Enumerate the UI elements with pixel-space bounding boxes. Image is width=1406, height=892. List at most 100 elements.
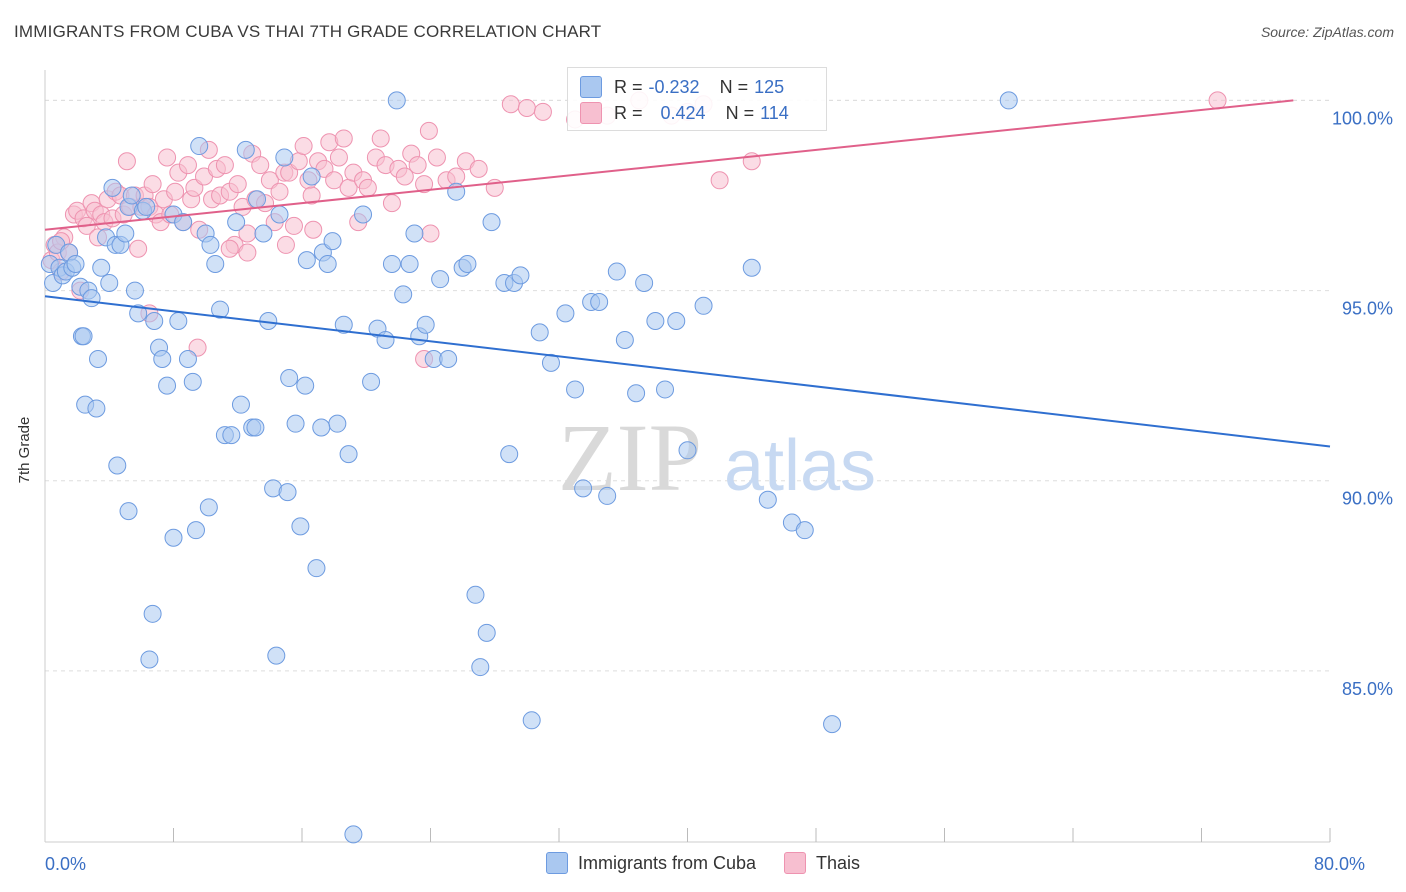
cuba-point xyxy=(122,186,141,205)
thai-point xyxy=(395,167,414,186)
cuba-point xyxy=(615,331,634,350)
thai-point xyxy=(215,156,234,175)
cuba-point xyxy=(758,490,777,509)
thai-point xyxy=(334,129,353,148)
series-thai-points xyxy=(42,91,1227,369)
cuba-point xyxy=(667,311,686,330)
cuba-point xyxy=(254,224,273,243)
cuba-point xyxy=(211,300,230,319)
cuba-point xyxy=(278,483,297,502)
cuba-point xyxy=(89,350,108,369)
watermark-atlas: atlas xyxy=(724,426,876,506)
cuba-point xyxy=(140,650,159,669)
cuba-point xyxy=(291,517,310,536)
cuba-point xyxy=(87,399,106,418)
cuba-point xyxy=(286,414,305,433)
cuba-point xyxy=(186,521,205,540)
cuba-point xyxy=(590,292,609,311)
stats-row-cuba: R = -0.232 N = 125 xyxy=(580,75,784,99)
thai-point xyxy=(382,194,401,213)
axes xyxy=(44,70,1331,843)
thai-point xyxy=(358,178,377,197)
cuba-point xyxy=(598,486,617,505)
cuba-point xyxy=(530,323,549,342)
cuba-point xyxy=(108,456,127,475)
cuba-point xyxy=(656,380,675,399)
stats-n-label: N = xyxy=(725,102,755,123)
legend: Immigrants from Cuba Thais xyxy=(0,852,1406,874)
cuba-point xyxy=(566,380,585,399)
legend-item-cuba[interactable]: Immigrants from Cuba xyxy=(545,852,757,874)
thai-trend-line xyxy=(44,99,1294,231)
cuba-point xyxy=(607,262,626,281)
thai-point xyxy=(447,167,466,186)
cuba-point xyxy=(439,350,458,369)
cuba-point xyxy=(82,289,101,308)
thai-point xyxy=(251,156,270,175)
stats-row-thai: R = 0.424 N = 114 xyxy=(580,101,789,125)
source-label: Source: ZipAtlas.com xyxy=(1260,24,1394,40)
cuba-point xyxy=(296,376,315,395)
thai-point xyxy=(421,224,440,243)
cuba-point xyxy=(137,197,156,216)
thai-point xyxy=(329,148,348,167)
cuba-point xyxy=(382,254,401,273)
cuba-point xyxy=(556,304,575,323)
cuba-point xyxy=(646,311,665,330)
cuba-point xyxy=(275,148,294,167)
cuba-point xyxy=(387,91,406,110)
thai-point xyxy=(270,182,289,201)
stats-n-value-thai: 114 xyxy=(760,102,789,123)
legend-item-thai[interactable]: Thais xyxy=(784,852,860,874)
cuba-point xyxy=(280,369,299,388)
thai-point xyxy=(427,148,446,167)
cuba-point xyxy=(471,658,490,677)
thai-point xyxy=(419,121,438,140)
cuba-point xyxy=(116,224,135,243)
cuba-point xyxy=(312,418,331,437)
cuba-point xyxy=(119,502,138,521)
cuba-point xyxy=(635,273,654,292)
cuba-point xyxy=(742,258,761,277)
cuba-point xyxy=(145,311,164,330)
y-tick-label: 100.0% xyxy=(1332,108,1393,128)
thai-point xyxy=(228,175,247,194)
cuba-point xyxy=(477,623,496,642)
cuba-point xyxy=(125,281,144,300)
cuba-point xyxy=(206,254,225,273)
watermark: ZIP atlas xyxy=(558,404,876,511)
legend-label-cuba: Immigrants from Cuba xyxy=(577,852,757,873)
cuba-point xyxy=(482,213,501,232)
cuba-point xyxy=(74,327,93,346)
cuba-point xyxy=(236,140,255,159)
cuba-point xyxy=(376,331,395,350)
stats-n-label: N = xyxy=(719,76,749,97)
trend-lines xyxy=(44,99,1331,448)
cuba-point xyxy=(174,213,193,232)
x-tick-label: 0.0% xyxy=(45,854,86,874)
cuba-point xyxy=(400,254,419,273)
thai-point xyxy=(415,175,434,194)
cuba-point xyxy=(466,585,485,604)
cuba-point xyxy=(416,315,435,334)
cuba-trend-line xyxy=(44,295,1331,448)
stats-swatch-thai xyxy=(580,102,602,124)
stats-r-label: R = xyxy=(614,102,643,123)
cuba-point xyxy=(178,350,197,369)
cuba-point xyxy=(344,825,363,844)
legend-swatch-thai xyxy=(784,852,807,874)
cuba-point xyxy=(328,414,347,433)
cuba-point xyxy=(103,178,122,197)
stats-r-label: R = xyxy=(614,76,643,97)
thai-point xyxy=(117,152,136,171)
cuba-point xyxy=(323,232,342,251)
thai-point xyxy=(143,175,162,194)
cuba-point xyxy=(334,315,353,334)
cuba-point xyxy=(267,646,286,665)
thai-point xyxy=(710,171,729,190)
thai-point xyxy=(325,171,344,190)
cuba-point xyxy=(248,190,267,209)
stats-r-value-cuba: -0.232 xyxy=(648,76,700,97)
cuba-point xyxy=(394,285,413,304)
